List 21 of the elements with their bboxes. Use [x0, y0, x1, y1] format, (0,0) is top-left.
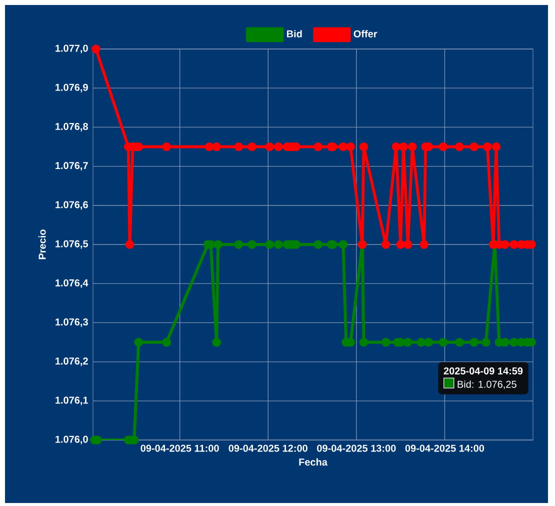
legend-label: Bid	[287, 30, 302, 38]
legend-label: Offer	[354, 30, 378, 38]
y-tick-label: 1.076,8	[56, 122, 88, 132]
y-tick-label: 1.076,3	[56, 318, 88, 327]
annotation: 2025-04-09 14:59	[444, 367, 523, 374]
annotation: Bid: 1.076,25	[458, 380, 516, 389]
x-tick-label: 09-04-2025 13:00	[317, 444, 396, 452]
x-tick-label: 09-04-2025 12:00	[228, 444, 308, 452]
y-tick-label: 1.076,5	[56, 240, 88, 249]
y-tick-label: 1.076,6	[56, 201, 88, 210]
y-tick-label: 1.076,4	[56, 279, 88, 288]
y-tick-label: 1.076,0	[56, 436, 88, 444]
x-tick-label: 09-04-2025 14:00	[405, 444, 484, 452]
y-axis-title: Precio	[38, 230, 46, 260]
y-tick-label: 1.077,0	[56, 44, 88, 54]
y-tick-label: 1.076,2	[56, 358, 88, 366]
y-tick-label: 1.076,1	[56, 396, 88, 406]
x-axis-title: Fecha	[299, 458, 328, 466]
x-tick-label: 09-04-2025 11:00	[140, 444, 219, 452]
y-tick-label: 1.076,9	[56, 84, 88, 92]
y-tick-label: 1.076,7	[56, 162, 88, 171]
